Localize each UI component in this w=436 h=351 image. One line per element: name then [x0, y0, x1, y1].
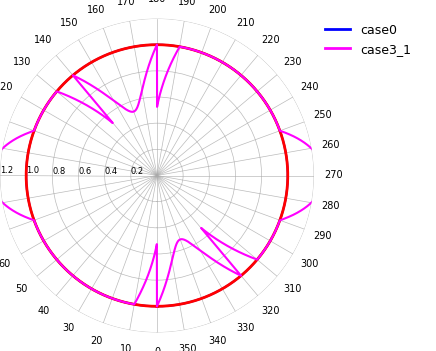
Legend: case0, case3_1: case0, case3_1	[320, 19, 416, 61]
